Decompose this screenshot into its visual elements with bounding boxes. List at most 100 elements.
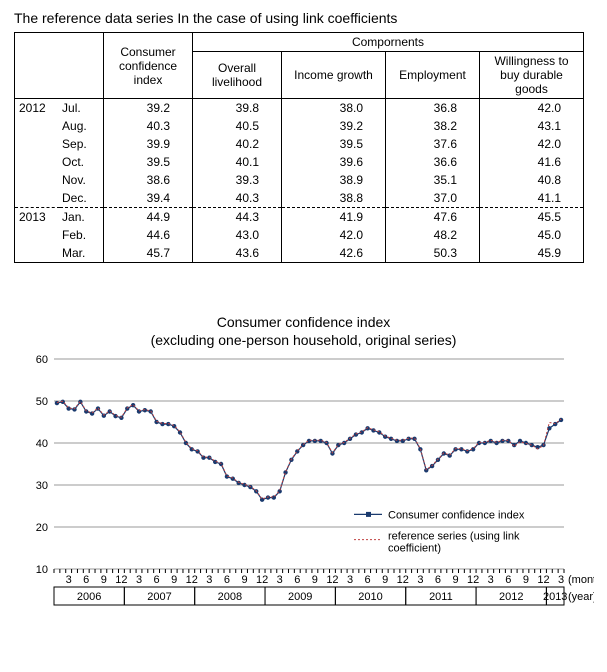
table-row: Sep.39.940.239.537.642.0 (15, 135, 584, 153)
cell-year (15, 171, 61, 189)
svg-text:12: 12 (397, 574, 409, 586)
th-sub-1: Income growth (282, 52, 386, 99)
cell-value: 39.2 (282, 117, 386, 135)
cell-value: 40.1 (193, 153, 282, 171)
table-body: 2012Jul.39.239.838.036.842.0Aug.40.340.5… (15, 99, 584, 263)
cell-year (15, 244, 61, 263)
cell-value: 40.8 (480, 171, 584, 189)
cell-year: 2012 (15, 99, 61, 118)
cell-value: 35.1 (386, 171, 480, 189)
cell-month: Nov. (60, 171, 103, 189)
cell-value: 45.9 (480, 244, 584, 263)
svg-text:9: 9 (382, 574, 388, 586)
svg-text:6: 6 (154, 574, 160, 586)
cell-year (15, 117, 61, 135)
chart-title-line1: Consumer confidence index (217, 314, 391, 330)
cell-month: Oct. (60, 153, 103, 171)
svg-text:(year): (year) (568, 591, 594, 603)
cell-month: Aug. (60, 117, 103, 135)
svg-text:9: 9 (523, 574, 529, 586)
svg-text:6: 6 (83, 574, 89, 586)
svg-text:2008: 2008 (218, 591, 242, 603)
svg-text:6: 6 (505, 574, 511, 586)
table-row: 2012Jul.39.239.838.036.842.0 (15, 99, 584, 118)
table-row: Feb.44.643.042.048.245.0 (15, 226, 584, 244)
table-row: 2013Jan.44.944.341.947.645.5 (15, 208, 584, 227)
cell-value: 47.6 (386, 208, 480, 227)
cell-value: 38.6 (104, 171, 193, 189)
cell-year (15, 189, 61, 208)
cell-value: 38.0 (282, 99, 386, 118)
cell-value: 42.0 (480, 99, 584, 118)
table-row: Mar.45.743.642.650.345.9 (15, 244, 584, 263)
svg-text:6: 6 (294, 574, 300, 586)
cell-value: 40.3 (104, 117, 193, 135)
cell-value: 39.6 (282, 153, 386, 171)
cell-month: Jan. (60, 208, 103, 227)
cell-value: 43.6 (193, 244, 282, 263)
cell-value: 44.3 (193, 208, 282, 227)
cell-year (15, 135, 61, 153)
cell-value: 39.9 (104, 135, 193, 153)
svg-text:2007: 2007 (147, 591, 171, 603)
svg-text:2013: 2013 (543, 591, 567, 603)
svg-text:12: 12 (256, 574, 268, 586)
svg-text:(month): (month) (568, 574, 594, 586)
svg-text:3: 3 (558, 574, 564, 586)
svg-text:6: 6 (435, 574, 441, 586)
svg-text:6: 6 (365, 574, 371, 586)
svg-text:6: 6 (224, 574, 230, 586)
svg-text:2011: 2011 (429, 591, 453, 603)
cell-month: Sep. (60, 135, 103, 153)
svg-text:12: 12 (115, 574, 127, 586)
cell-value: 38.2 (386, 117, 480, 135)
svg-text:3: 3 (277, 574, 283, 586)
svg-text:9: 9 (171, 574, 177, 586)
cell-value: 36.6 (386, 153, 480, 171)
cell-value: 37.6 (386, 135, 480, 153)
svg-text:3: 3 (136, 574, 142, 586)
table-row: Aug.40.340.539.238.243.1 (15, 117, 584, 135)
data-table: Consumer confidence index Compornents Ov… (14, 32, 584, 263)
cell-value: 40.5 (193, 117, 282, 135)
svg-text:2010: 2010 (358, 591, 382, 603)
svg-text:60: 60 (36, 354, 48, 366)
svg-text:3: 3 (488, 574, 494, 586)
cell-value: 37.0 (386, 189, 480, 208)
cell-value: 38.8 (282, 189, 386, 208)
cell-value: 45.7 (104, 244, 193, 263)
cell-value: 41.1 (480, 189, 584, 208)
chart-title: Consumer confidence index (excluding one… (14, 313, 593, 349)
cell-year: 2013 (15, 208, 61, 227)
cell-value: 38.9 (282, 171, 386, 189)
cell-value: 42.0 (480, 135, 584, 153)
table-row: Nov.38.639.338.935.140.8 (15, 171, 584, 189)
svg-text:2006: 2006 (77, 591, 101, 603)
svg-text:30: 30 (36, 480, 48, 492)
cell-value: 39.3 (193, 171, 282, 189)
svg-text:9: 9 (312, 574, 318, 586)
th-blank (15, 33, 104, 99)
cell-value: 40.2 (193, 135, 282, 153)
svg-text:3: 3 (206, 574, 212, 586)
chart-title-line2: (excluding one-person household, origina… (151, 332, 457, 348)
cell-month: Jul. (60, 99, 103, 118)
svg-text:10: 10 (36, 564, 48, 576)
cell-value: 42.0 (282, 226, 386, 244)
cell-year (15, 226, 61, 244)
cell-value: 40.3 (193, 189, 282, 208)
cell-month: Mar. (60, 244, 103, 263)
cell-value: 39.5 (282, 135, 386, 153)
chart-section: Consumer confidence index (excluding one… (14, 313, 593, 622)
svg-text:50: 50 (36, 396, 48, 408)
svg-text:9: 9 (101, 574, 107, 586)
svg-text:9: 9 (241, 574, 247, 586)
th-sub-3: Willingness to buy durable goods (480, 52, 584, 99)
cell-value: 43.0 (193, 226, 282, 244)
cell-value: 44.9 (104, 208, 193, 227)
svg-text:3: 3 (347, 574, 353, 586)
cell-value: 42.6 (282, 244, 386, 263)
cell-value: 45.0 (480, 226, 584, 244)
svg-text:12: 12 (326, 574, 338, 586)
chart-svg: 1020304050603691236912369123691236912369… (14, 349, 594, 619)
